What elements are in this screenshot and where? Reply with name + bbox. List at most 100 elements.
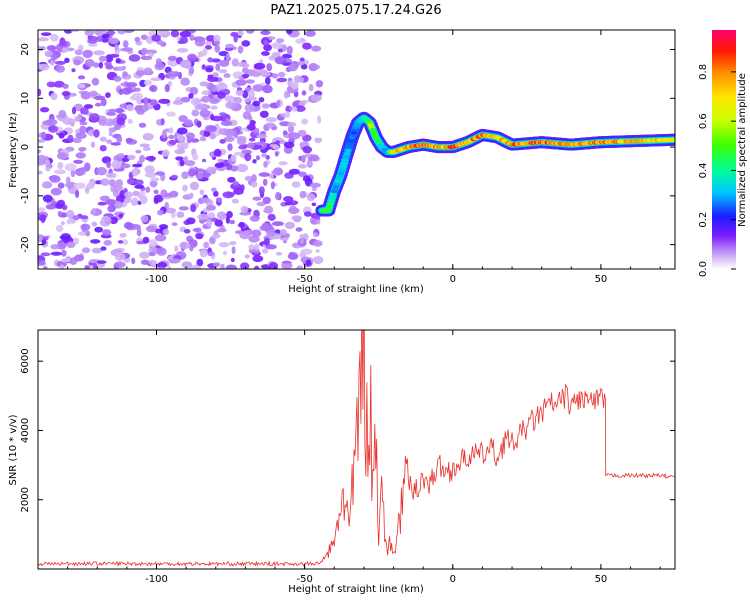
noise-blob (261, 103, 270, 109)
noise-blob (237, 62, 249, 67)
noise-blob (192, 228, 202, 232)
noise-blob (116, 153, 125, 159)
spectrogram-frame (37, 29, 676, 270)
noise-blob (271, 73, 279, 79)
noise-blob (265, 116, 278, 123)
noise-blob (118, 213, 124, 218)
noise-blob (190, 97, 202, 106)
colorbar: 0.0 0.2 0.4 0.6 0.8 Normalized spectral ampl… (698, 30, 748, 277)
ridge-mark (328, 198, 335, 203)
noise-blob (252, 100, 261, 107)
colorbar-tick-label: 0.0 (698, 261, 709, 277)
spectrogram-y-axis-label: Frequency (Hz) (8, 112, 19, 188)
noise-blob (144, 79, 152, 86)
noise-blob (196, 103, 208, 111)
noise-blob (98, 61, 103, 69)
noise-blob (286, 30, 293, 35)
noise-blob (82, 49, 93, 59)
noise-blob (96, 35, 104, 42)
noise-blob (166, 111, 176, 117)
noise-blob (75, 132, 87, 139)
noise-blob (184, 119, 193, 127)
noise-blob (140, 259, 150, 265)
ridge-mark (344, 151, 351, 156)
noise-blob (299, 57, 305, 62)
noise-blob (237, 30, 244, 37)
noise-blob (151, 34, 161, 42)
noise-blob (295, 105, 306, 112)
noise-blob (196, 258, 204, 267)
noise-blob (223, 136, 235, 142)
noise-blob (150, 77, 162, 81)
noise-blob (206, 204, 216, 211)
noise-blob (308, 83, 314, 92)
noise-blob (188, 66, 195, 75)
noise-blob (193, 168, 206, 173)
y-tick-label: 4000 (20, 418, 31, 443)
noise-blob (115, 107, 124, 114)
noise-blob (225, 53, 231, 62)
noise-blob (178, 206, 189, 211)
noise-blob (113, 75, 122, 82)
noise-blob (201, 197, 211, 204)
noise-blob (189, 34, 195, 41)
x-tick-label: 0 (450, 574, 456, 585)
noise-blob (136, 96, 141, 104)
noise-blob (262, 248, 269, 254)
noise-blob (75, 189, 80, 199)
colorbar-gradient (712, 30, 736, 269)
noise-blob (195, 36, 206, 43)
noise-blob (295, 38, 307, 44)
noise-blob (115, 185, 124, 192)
colorbar-label: Normalized spectral amplitude (737, 73, 748, 227)
noise-blob (213, 148, 222, 157)
ridge-mark (326, 205, 333, 210)
noise-blob (275, 191, 281, 201)
noise-blob (50, 244, 60, 250)
noise-blob (196, 120, 202, 128)
snr-ticks: -100 -50 0 50 2000 4000 6000 (20, 330, 675, 585)
noise-blob (83, 104, 94, 109)
noise-blob (131, 257, 136, 265)
noise-blob (111, 160, 122, 169)
noise-blob (301, 154, 306, 163)
noise-blob (241, 149, 253, 155)
noise-blob (168, 139, 177, 145)
noise-blob (288, 63, 298, 72)
noise-blob (263, 237, 270, 246)
noise-blob (258, 172, 271, 177)
noise-blob (314, 138, 322, 144)
x-tick-label: 50 (595, 274, 608, 285)
noise-blob (53, 80, 65, 88)
noise-blob (185, 132, 195, 140)
noise-blob (100, 178, 110, 186)
noise-blob (233, 132, 238, 139)
noise-blob (71, 106, 77, 115)
noise-blob (197, 213, 209, 221)
noise-blob (291, 181, 301, 188)
noise-blob (109, 216, 118, 225)
noise-blob (140, 34, 148, 40)
colorbar-tick-label: 0.8 (698, 64, 709, 80)
noise-blob (176, 133, 184, 142)
noise-blob (282, 130, 288, 135)
noise-blob (189, 181, 199, 191)
colorbar-tick-label: 0.2 (698, 212, 709, 228)
noise-blob (123, 221, 133, 230)
noise-blob (251, 72, 261, 77)
noise-blob (244, 103, 256, 113)
noise-blob (40, 252, 51, 257)
noise-blob (106, 30, 116, 36)
noise-blob (302, 146, 312, 154)
noise-blob (315, 216, 321, 220)
noise-blob (276, 38, 285, 43)
noise-blob (139, 195, 148, 204)
noise-blob (84, 59, 95, 68)
noise-blob (148, 239, 158, 248)
noise-blob (207, 251, 215, 257)
noise-blob (79, 125, 87, 134)
noise-blob (156, 261, 168, 269)
noise-blob (45, 204, 57, 210)
noise-blob (214, 44, 221, 53)
